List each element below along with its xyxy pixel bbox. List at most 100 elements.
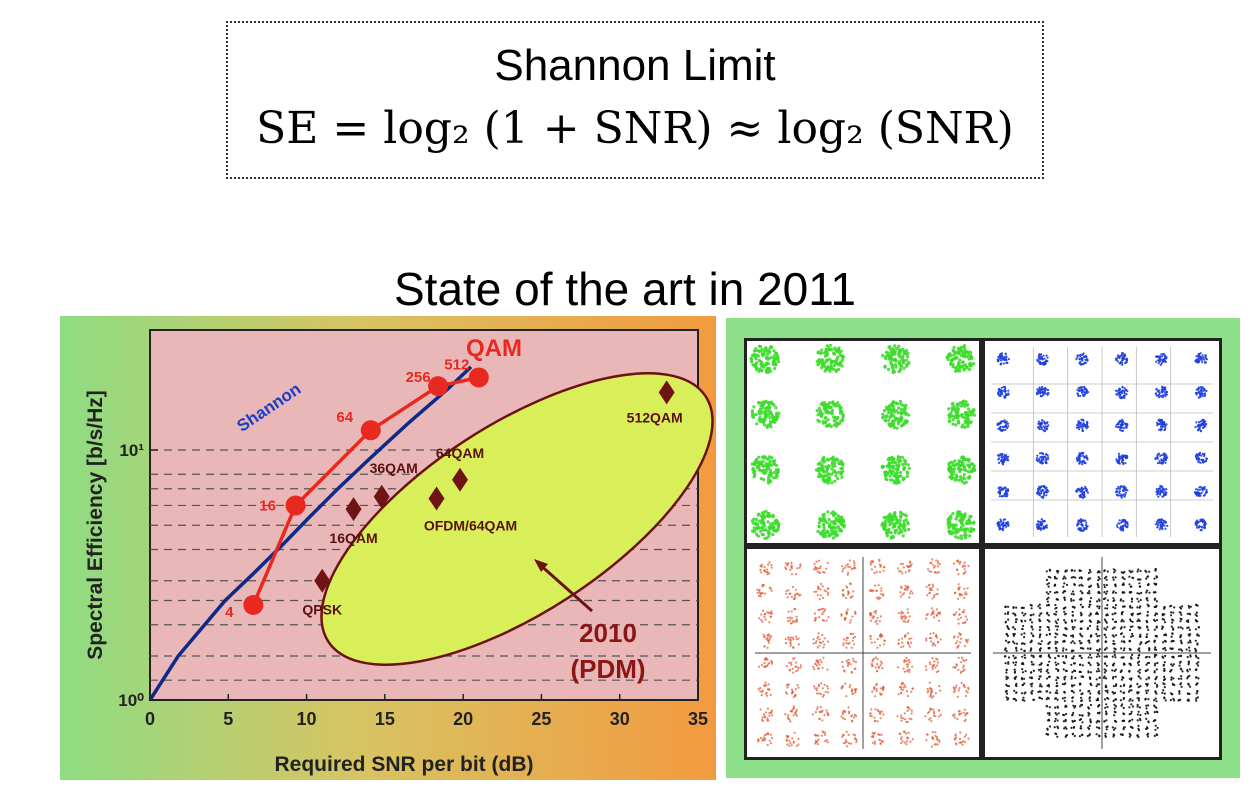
symbol-dot	[954, 738, 957, 741]
symbol-dot	[931, 585, 935, 588]
symbol-dot	[1005, 692, 1009, 695]
symbol-dot	[820, 366, 824, 370]
symbol-dot	[1081, 664, 1084, 667]
symbol-dot	[848, 559, 851, 562]
symbol-dot	[964, 591, 967, 594]
symbol-dot	[1077, 394, 1080, 397]
symbol-dot	[819, 706, 822, 709]
symbol-dot	[996, 522, 999, 525]
symbol-dot	[1071, 714, 1074, 717]
symbol-dot	[1049, 576, 1052, 579]
symbol-dot	[797, 686, 800, 689]
symbol-dot	[1156, 524, 1159, 527]
symbol-dot	[758, 617, 761, 620]
symbol-dot	[830, 520, 834, 524]
symbol-dot	[1114, 389, 1118, 392]
symbol-dot	[1046, 705, 1049, 708]
symbol-dot	[751, 415, 756, 419]
symbol-dot	[1113, 642, 1116, 645]
symbol-dot	[951, 461, 955, 465]
symbol-dot	[1071, 685, 1074, 688]
symbol-dot	[964, 468, 968, 473]
symbol-dot	[1078, 362, 1081, 365]
symbol-dot	[953, 356, 957, 361]
symbol-dot	[1080, 656, 1083, 660]
symbol-dot	[1046, 677, 1049, 680]
symbol-dot	[1198, 525, 1201, 528]
symbol-dot	[768, 459, 772, 464]
symbol-dot	[1198, 488, 1201, 491]
symbol-dot	[958, 358, 962, 362]
symbol-dot	[1087, 639, 1090, 642]
symbol-dot	[1124, 462, 1127, 465]
symbol-dot	[848, 686, 851, 689]
symbol-dot	[958, 586, 961, 589]
symbol-dot	[853, 561, 856, 565]
symbol-dot	[1198, 427, 1201, 430]
symbol-dot	[788, 718, 791, 721]
symbol-dot	[823, 404, 827, 408]
symbol-dot	[927, 689, 930, 692]
symbol-dot	[842, 644, 845, 647]
symbol-dot	[1079, 725, 1082, 728]
symbol-dot	[1046, 392, 1050, 395]
symbol-dot	[963, 536, 968, 540]
symbol-dot	[957, 528, 961, 532]
symbol-dot	[1086, 491, 1089, 494]
symbol-dot	[935, 614, 939, 617]
symbol-dot	[823, 532, 827, 536]
symbol-dot	[759, 529, 763, 533]
symbol-dot	[898, 355, 902, 359]
symbol-dot	[889, 348, 893, 352]
symbol-dot	[813, 612, 816, 615]
symbol-dot	[845, 636, 848, 639]
symbol-dot	[881, 416, 885, 420]
symbol-dot	[757, 462, 761, 466]
symbol-dot	[1087, 670, 1090, 673]
symbol-dot	[764, 415, 768, 419]
symbol-dot	[817, 667, 820, 670]
symbol-dot	[1048, 675, 1051, 678]
symbol-dot	[1096, 612, 1099, 616]
symbol-dot	[959, 671, 963, 674]
symbol-dot	[871, 617, 874, 620]
symbol-dot	[1072, 628, 1075, 631]
symbol-dot	[1097, 579, 1100, 582]
symbol-dot	[1048, 712, 1051, 715]
symbol-dot	[876, 658, 879, 661]
symbol-dot	[901, 534, 905, 538]
symbol-dot	[1114, 583, 1117, 586]
symbol-dot	[852, 660, 856, 663]
symbol-dot	[842, 588, 845, 592]
symbol-dot	[1106, 696, 1109, 700]
symbol-dot	[1078, 569, 1081, 572]
symbol-dot	[1043, 392, 1046, 395]
symbol-dot	[881, 354, 885, 358]
symbol-dot	[929, 663, 932, 666]
symbol-dot	[876, 646, 879, 649]
symbol-dot	[1081, 390, 1084, 393]
symbol-dot	[946, 357, 950, 362]
symbol-dot	[1204, 522, 1207, 526]
symbol-dot	[1164, 461, 1167, 464]
symbol-dot	[849, 684, 852, 687]
symbol-dot	[853, 667, 856, 670]
symbol-dot	[1005, 358, 1008, 362]
symbol-dot	[895, 346, 899, 351]
symbol-dot	[1041, 488, 1044, 491]
symbol-dot	[924, 715, 927, 718]
symbol-dot	[901, 572, 904, 575]
symbol-dot	[965, 593, 968, 596]
symbol-dot	[760, 571, 763, 574]
symbol-dot	[893, 418, 897, 422]
symbol-dot	[762, 528, 767, 532]
symbol-dot	[757, 344, 761, 348]
qam-point-label: 16	[259, 497, 276, 514]
symbol-dot	[899, 408, 904, 412]
symbol-dot	[1063, 662, 1066, 665]
symbol-dot	[768, 420, 772, 424]
symbol-dot	[818, 359, 822, 364]
symbol-dot	[906, 620, 909, 623]
symbol-dot	[795, 635, 798, 638]
symbol-dot	[894, 409, 898, 413]
